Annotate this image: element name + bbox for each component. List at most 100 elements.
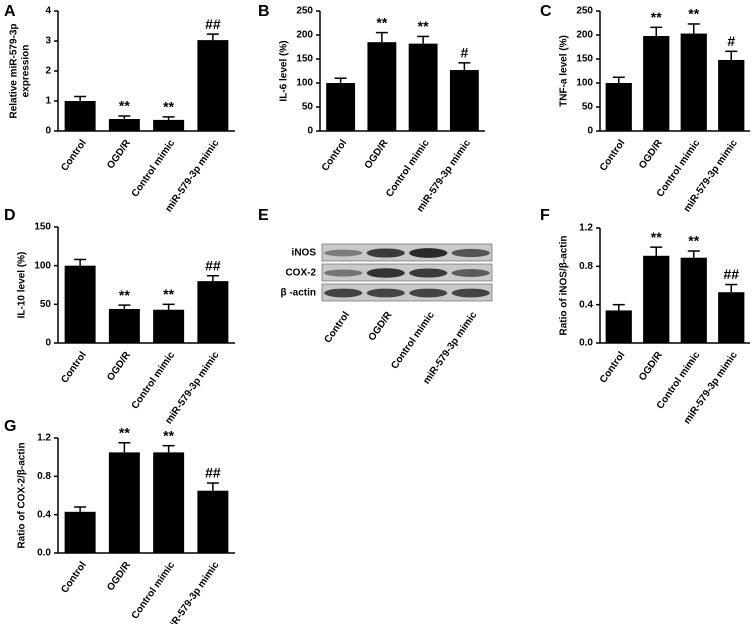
x-tick-label: OGD/R: [637, 349, 665, 383]
blot-band: [366, 288, 405, 298]
y-axis-label: Ratio of COX-2/β-actin: [17, 442, 28, 548]
panel-letter: C: [540, 3, 552, 20]
bar: [108, 119, 140, 131]
y-tick-label: 1.2: [37, 433, 51, 444]
significance-label: **: [376, 14, 387, 30]
significance-label: #: [727, 33, 735, 49]
y-tick-label: 200: [296, 30, 313, 41]
y-tick-label: 4: [45, 6, 51, 17]
y-tick-label: 150: [576, 54, 593, 65]
bar: [153, 119, 185, 131]
blot-band: [324, 288, 363, 298]
y-tick-label: 0.0: [579, 338, 593, 349]
significance-label: **: [163, 286, 174, 302]
bar: [64, 101, 96, 131]
y-tick-label: 100: [296, 78, 313, 89]
x-tick-label: Control mimic: [130, 560, 178, 622]
significance-label: **: [119, 424, 130, 440]
significance-label: ##: [205, 257, 221, 273]
bar: [197, 40, 229, 131]
y-tick-label: 200: [576, 30, 593, 41]
significance-label: **: [418, 18, 429, 34]
bar: [108, 452, 140, 553]
bar: [718, 59, 745, 131]
x-tick-label: OGD/R: [367, 309, 395, 343]
y-tick-label: 250: [576, 6, 593, 17]
bar: [680, 257, 707, 343]
y-tick-label: 150: [296, 54, 313, 65]
x-tick-label: Control: [322, 310, 352, 346]
bar: [197, 281, 229, 343]
bar: [326, 83, 356, 131]
bar: [408, 43, 438, 131]
y-axis-label: IL-6 level (%): [279, 40, 290, 101]
y-tick-label: 2: [45, 66, 51, 77]
x-tick-label: OGD/R: [105, 137, 133, 171]
y-tick-label: 0.0: [37, 548, 51, 559]
significance-label: #: [460, 45, 468, 61]
y-tick-label: 0.4: [579, 299, 593, 310]
panel-letter: F: [540, 207, 550, 224]
panel-letter: G: [4, 418, 16, 435]
bar: [643, 255, 670, 343]
x-tick-label: Control: [59, 350, 89, 386]
blot-strip: [321, 263, 493, 282]
blot-row-label: COX-2: [285, 268, 316, 279]
significance-label: ##: [205, 16, 221, 32]
significance-label: **: [651, 9, 662, 25]
significance-label: **: [688, 233, 699, 249]
bar: [605, 310, 632, 343]
significance-label: **: [119, 287, 130, 303]
significance-label: **: [688, 6, 699, 22]
blot-band: [366, 248, 405, 258]
blot-band: [451, 248, 490, 258]
y-tick-label: 0.8: [579, 261, 593, 272]
panel-letter: B: [258, 3, 270, 20]
y-tick-label: 1.2: [579, 223, 593, 234]
x-tick-label: Control mimic: [384, 138, 432, 200]
x-tick-label: Control: [59, 138, 89, 174]
y-axis-label: Relative miR-579-3p: [9, 23, 20, 118]
significance-label: **: [651, 229, 662, 245]
bar: [64, 265, 96, 343]
y-tick-label: 250: [296, 6, 313, 17]
x-tick-label: Control: [598, 350, 628, 386]
blot-band: [366, 268, 405, 278]
bar: [367, 42, 397, 132]
blot-row-label: iNOS: [292, 248, 317, 259]
y-axis-label: IL-10 level (%): [17, 252, 28, 319]
y-axis-label: Ratio of iNOS/β-actin: [559, 236, 570, 336]
x-tick-label: Control mimic: [130, 350, 178, 412]
bar: [643, 35, 670, 131]
y-tick-label: 100: [576, 78, 593, 89]
panel-letter: D: [4, 207, 16, 224]
y-tick-label: 0: [587, 126, 593, 137]
blot-strip: [321, 283, 493, 302]
y-tick-label: 0: [45, 126, 51, 137]
bar: [64, 511, 96, 553]
bar: [718, 292, 745, 343]
y-tick-label: 0: [45, 338, 51, 349]
blot-row-label: β -actin: [280, 288, 316, 299]
panel-letter: A: [4, 3, 16, 20]
significance-label: **: [119, 98, 130, 114]
significance-label: **: [163, 99, 174, 115]
x-tick-label: Control mimic: [130, 138, 178, 200]
x-tick-label: Control: [598, 138, 628, 174]
bar: [605, 83, 632, 131]
bar: [680, 33, 707, 132]
panel-letter: E: [258, 207, 269, 224]
bar: [153, 309, 185, 343]
x-tick-label: OGD/R: [105, 349, 133, 383]
significance-label: ##: [723, 266, 739, 282]
blot-band: [451, 288, 490, 298]
y-tick-label: 3: [45, 36, 51, 47]
y-tick-label: 50: [582, 102, 594, 113]
y-axis-label: expression: [21, 45, 32, 98]
y-tick-label: 0.4: [37, 509, 51, 520]
blot-strip: [321, 243, 493, 262]
blot-band: [409, 248, 448, 258]
y-axis-label: TNF-a level (%): [559, 35, 570, 107]
y-tick-label: 150: [34, 222, 51, 233]
